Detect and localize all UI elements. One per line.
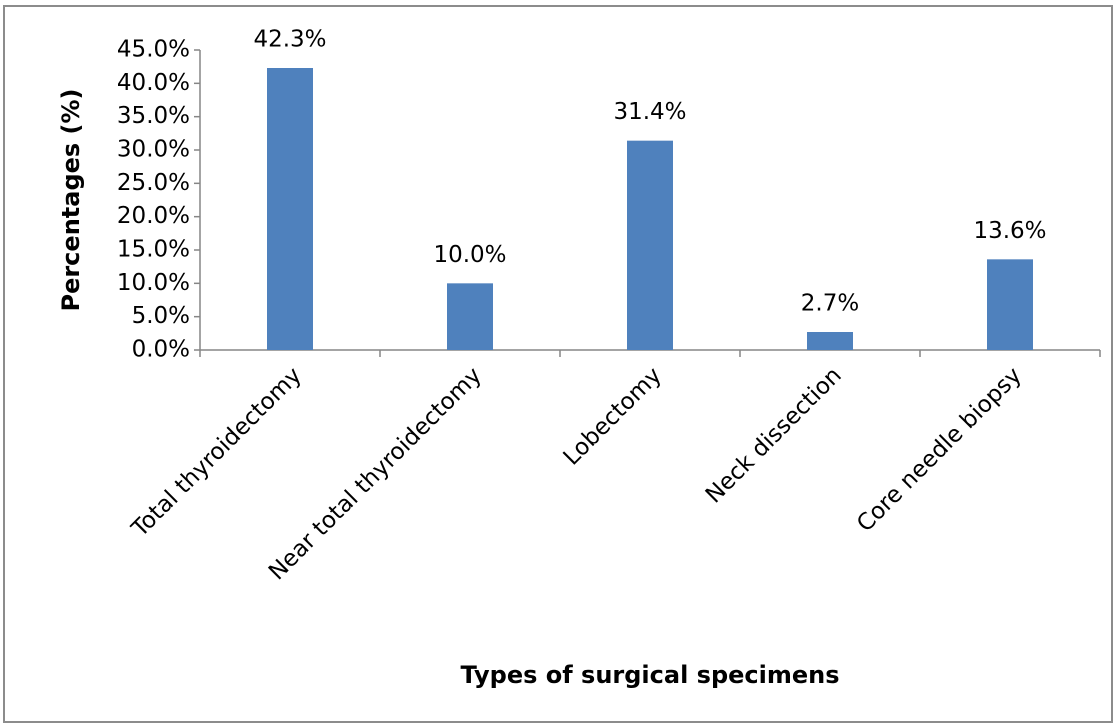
y-tick-label: 25.0%: [117, 170, 190, 196]
data-label: 31.4%: [613, 99, 686, 125]
data-label: 10.0%: [433, 242, 506, 268]
bar: [267, 68, 313, 350]
chart-frame: [3, 5, 1113, 723]
bar: [987, 259, 1033, 350]
y-tick-label: 0.0%: [132, 337, 190, 363]
data-label: 13.6%: [973, 218, 1046, 244]
y-tick-label: 30.0%: [117, 137, 190, 163]
y-tick-label: 5.0%: [132, 303, 190, 329]
data-label: 2.7%: [801, 291, 859, 317]
bar: [447, 283, 493, 350]
y-tick-label: 35.0%: [117, 103, 190, 129]
y-axis-title: Percentages (%): [57, 88, 85, 311]
y-tick-label: 45.0%: [117, 37, 190, 63]
data-label: 42.3%: [253, 27, 326, 53]
y-tick-label: 10.0%: [117, 270, 190, 296]
y-tick-label: 20.0%: [117, 203, 190, 229]
x-axis-title: Types of surgical specimens: [460, 661, 839, 689]
y-tick-label: 15.0%: [117, 237, 190, 263]
bar: [807, 332, 853, 350]
y-tick-label: 40.0%: [117, 70, 190, 96]
bar: [627, 140, 673, 350]
